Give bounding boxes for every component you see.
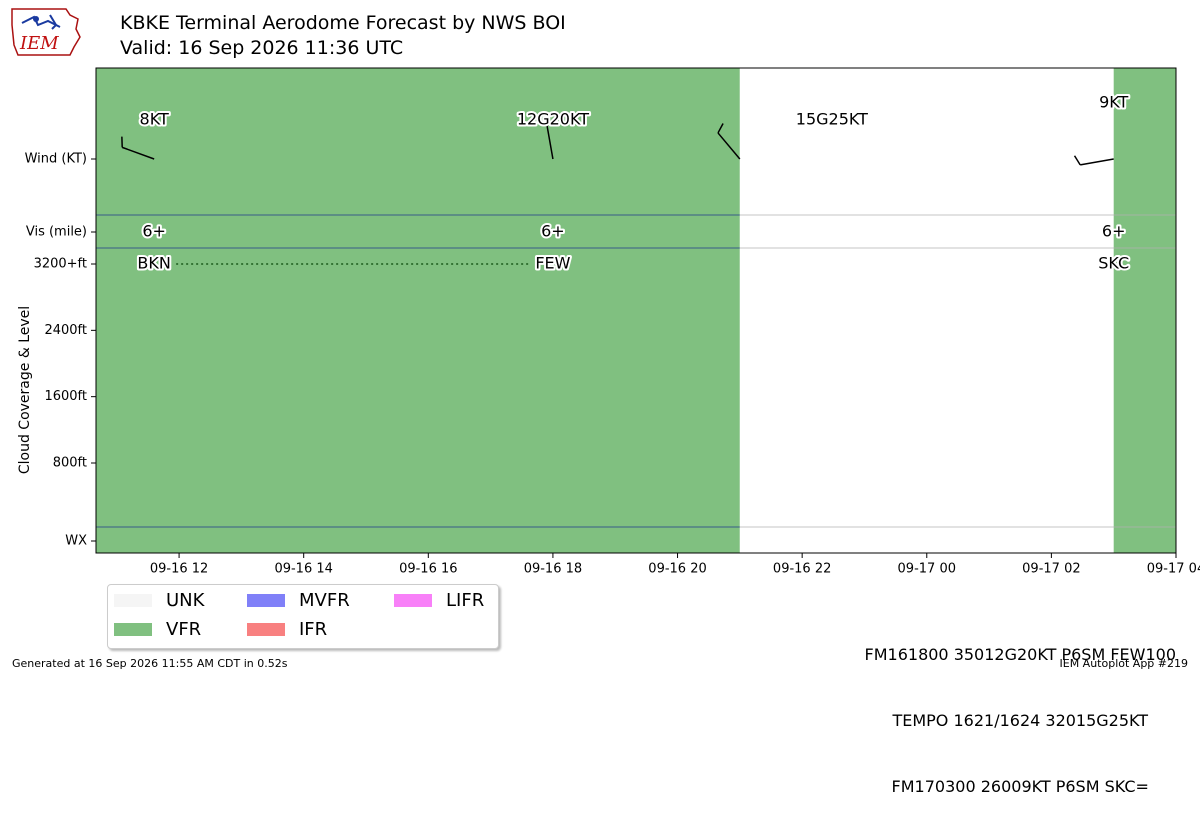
wind-speed-label: 15G25KT	[796, 110, 868, 129]
taf-line: TEMPO 1621/1624 32015G25KT	[865, 710, 1176, 732]
x-tick-label: 09-16 16	[399, 562, 457, 577]
visibility-label: 6+	[541, 222, 565, 241]
legend-swatch	[247, 623, 285, 636]
wind-speed-label: 9KT	[1099, 93, 1128, 112]
wind-speed-label: 12G20KT	[517, 110, 589, 129]
taf-line: FM170300 26009KT P6SM SKC=	[865, 776, 1176, 798]
x-tick-label: 09-16 20	[648, 562, 706, 577]
y-tick-label: 800ft	[53, 456, 87, 471]
y-tick-label: Vis (mile)	[26, 225, 87, 240]
legend-label: VFR	[166, 619, 201, 640]
sky-cover-label: SKC	[1098, 254, 1129, 273]
x-tick-label: 09-17 02	[1022, 562, 1080, 577]
x-tick-label: 09-16 14	[274, 562, 332, 577]
legend-swatch	[394, 594, 432, 607]
sky-cover-label: BKN	[137, 254, 170, 273]
taf-chart: 09-16 12 09-16 14 09-16 16 09-16 18 09-16 20…	[0, 0, 1200, 675]
wind-speed-label: 8KT	[140, 110, 169, 129]
legend-swatch	[247, 594, 285, 607]
y-axis-label: Cloud Coverage & Level	[17, 306, 33, 474]
y-tick-label: 3200+ft	[34, 257, 87, 272]
legend-item-lifr: LIFR	[394, 589, 484, 611]
legend-label: UNK	[166, 590, 204, 611]
iem-logo: IEM	[8, 5, 84, 59]
legend-item-ifr: IFR	[247, 618, 327, 640]
legend-item-vfr: VFR	[114, 618, 201, 640]
y-tick-label: 2400ft	[44, 323, 87, 338]
legend-label: IFR	[299, 619, 327, 640]
y-tick-label: Wind (KT)	[25, 152, 87, 167]
logo-text: IEM	[19, 33, 59, 54]
x-tick-label: 09-16 22	[773, 562, 831, 577]
taf-raw-text: FM161800 35012G20KT P6SM FEW100 TEMPO 16…	[865, 600, 1176, 820]
sky-cover-label: FEW	[535, 254, 570, 273]
visibility-label: 6+	[142, 222, 166, 241]
x-tick-label: 09-16 12	[150, 562, 208, 577]
x-tick-label: 09-17 00	[898, 562, 956, 577]
flight-category-block	[740, 68, 1114, 553]
y-tick-label: WX	[65, 534, 87, 549]
legend-label: MVFR	[299, 590, 350, 611]
legend-item-unk: UNK	[114, 589, 204, 611]
legend: UNK VFR MVFR IFR LIFR	[107, 584, 499, 649]
chart-subtitle: Valid: 16 Sep 2026 11:36 UTC	[120, 37, 403, 59]
flight-category-block	[1114, 68, 1176, 553]
legend-label: LIFR	[446, 590, 484, 611]
visibility-label: 6+	[1102, 222, 1126, 241]
legend-swatch	[114, 623, 152, 636]
app-footer: IEM Autoplot App #219	[1060, 657, 1189, 670]
flight-category-block	[96, 68, 740, 553]
legend-swatch	[114, 594, 152, 607]
legend-item-mvfr: MVFR	[247, 589, 350, 611]
generated-footer: Generated at 16 Sep 2026 11:55 AM CDT in…	[12, 657, 287, 670]
x-tick-label: 09-16 18	[524, 562, 582, 577]
chart-title: KBKE Terminal Aerodome Forecast by NWS B…	[120, 12, 566, 34]
y-tick-label: 1600ft	[44, 389, 87, 404]
x-tick-label: 09-17 04	[1147, 562, 1200, 577]
